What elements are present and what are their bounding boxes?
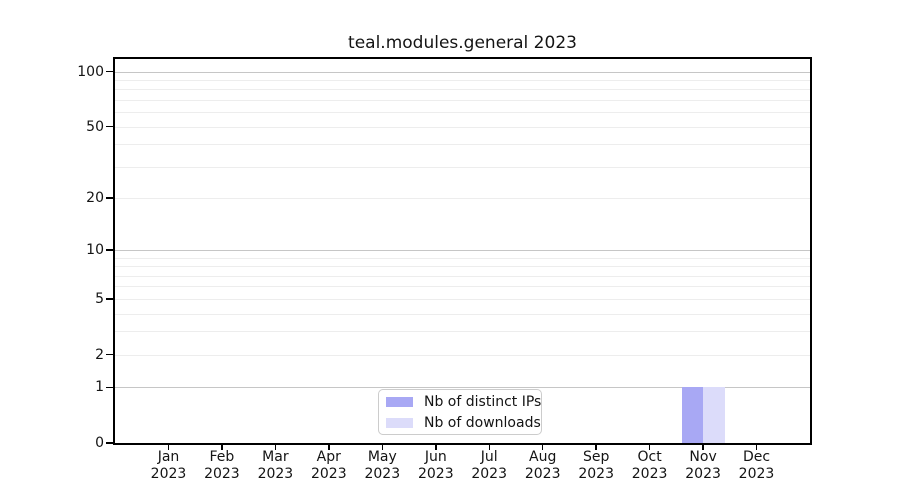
y-gridline-minor bbox=[115, 354, 810, 356]
y-tick bbox=[106, 442, 113, 444]
y-tick-label: 5 bbox=[95, 290, 104, 307]
y-gridline-minor bbox=[115, 79, 810, 81]
y-gridline-minor bbox=[115, 89, 810, 91]
y-gridline-minor bbox=[115, 126, 810, 128]
x-tick-label: Dec 2023 bbox=[738, 449, 775, 482]
x-tick-label: Jan 2023 bbox=[150, 449, 187, 482]
bar-nb-of-distinct-ips bbox=[681, 387, 704, 443]
x-tick bbox=[541, 445, 544, 450]
y-tick bbox=[106, 249, 113, 251]
x-tick bbox=[595, 445, 597, 450]
x-tick-label: Aug 2023 bbox=[524, 449, 561, 482]
y-gridline-minor bbox=[115, 144, 810, 146]
chart-title: teal.modules.general 2023 bbox=[348, 33, 577, 53]
bar-nb-of-downloads bbox=[703, 387, 725, 443]
y-gridline-minor bbox=[115, 257, 810, 259]
x-tick bbox=[648, 445, 651, 450]
x-tick bbox=[328, 445, 330, 450]
plot-area bbox=[113, 57, 812, 445]
y-tick-label: 10 bbox=[86, 242, 104, 258]
legend-row-distinct-ips: Nb of distinct IPs bbox=[386, 392, 541, 412]
y-tick bbox=[106, 353, 113, 356]
y-tick bbox=[106, 70, 113, 73]
legend-swatch-downloads-icon bbox=[386, 417, 413, 428]
y-gridline-major bbox=[115, 250, 810, 251]
y-tick bbox=[106, 298, 113, 300]
x-tick bbox=[274, 445, 277, 450]
x-tick bbox=[435, 445, 437, 450]
legend: Nb of distinct IPs Nb of downloads bbox=[378, 389, 542, 435]
x-tick-label: Apr 2023 bbox=[310, 449, 347, 482]
legend-label-downloads: Nb of downloads bbox=[424, 414, 541, 431]
y-gridline-minor bbox=[115, 286, 810, 288]
y-gridline-minor bbox=[115, 112, 810, 114]
x-tick bbox=[702, 445, 704, 450]
legend-swatch-distinct-ips-icon bbox=[386, 396, 413, 407]
y-gridline-minor bbox=[115, 298, 810, 300]
x-tick bbox=[167, 445, 170, 450]
x-tick-label: Jun 2023 bbox=[417, 449, 454, 482]
x-tick bbox=[381, 445, 384, 450]
y-tick bbox=[106, 197, 113, 199]
x-tick-label: Nov 2023 bbox=[685, 449, 721, 482]
x-tick-label: May 2023 bbox=[364, 449, 401, 482]
y-tick bbox=[106, 386, 113, 388]
x-tick-label: Feb 2023 bbox=[204, 449, 240, 482]
x-tick-label: Jul 2023 bbox=[471, 449, 507, 482]
y-gridline-minor bbox=[115, 166, 810, 168]
y-tick bbox=[106, 125, 113, 128]
x-tick-label: Mar 2023 bbox=[257, 449, 294, 482]
x-tick bbox=[488, 445, 490, 450]
x-tick bbox=[755, 445, 758, 450]
y-gridline-minor bbox=[115, 99, 810, 101]
y-gridline-major bbox=[115, 71, 810, 73]
y-tick-label: 20 bbox=[86, 189, 104, 206]
y-gridline-minor bbox=[115, 197, 810, 199]
y-tick-label: 1 bbox=[95, 379, 104, 396]
legend-row-downloads: Nb of downloads bbox=[386, 413, 541, 433]
y-tick-label: 0 bbox=[95, 435, 104, 451]
y-gridline-major bbox=[115, 387, 810, 389]
y-tick-label: 2 bbox=[95, 346, 104, 363]
y-tick-label: 50 bbox=[86, 118, 104, 135]
y-gridline-minor bbox=[115, 313, 810, 315]
y-gridline-minor bbox=[115, 266, 810, 268]
y-tick-label: 100 bbox=[77, 63, 104, 80]
x-tick-label: Sep 2023 bbox=[578, 449, 614, 482]
x-tick bbox=[221, 445, 223, 450]
y-gridline-minor bbox=[115, 331, 810, 333]
legend-label-distinct-ips: Nb of distinct IPs bbox=[424, 393, 542, 410]
x-tick-label: Oct 2023 bbox=[631, 449, 668, 482]
y-gridline-minor bbox=[115, 275, 810, 277]
